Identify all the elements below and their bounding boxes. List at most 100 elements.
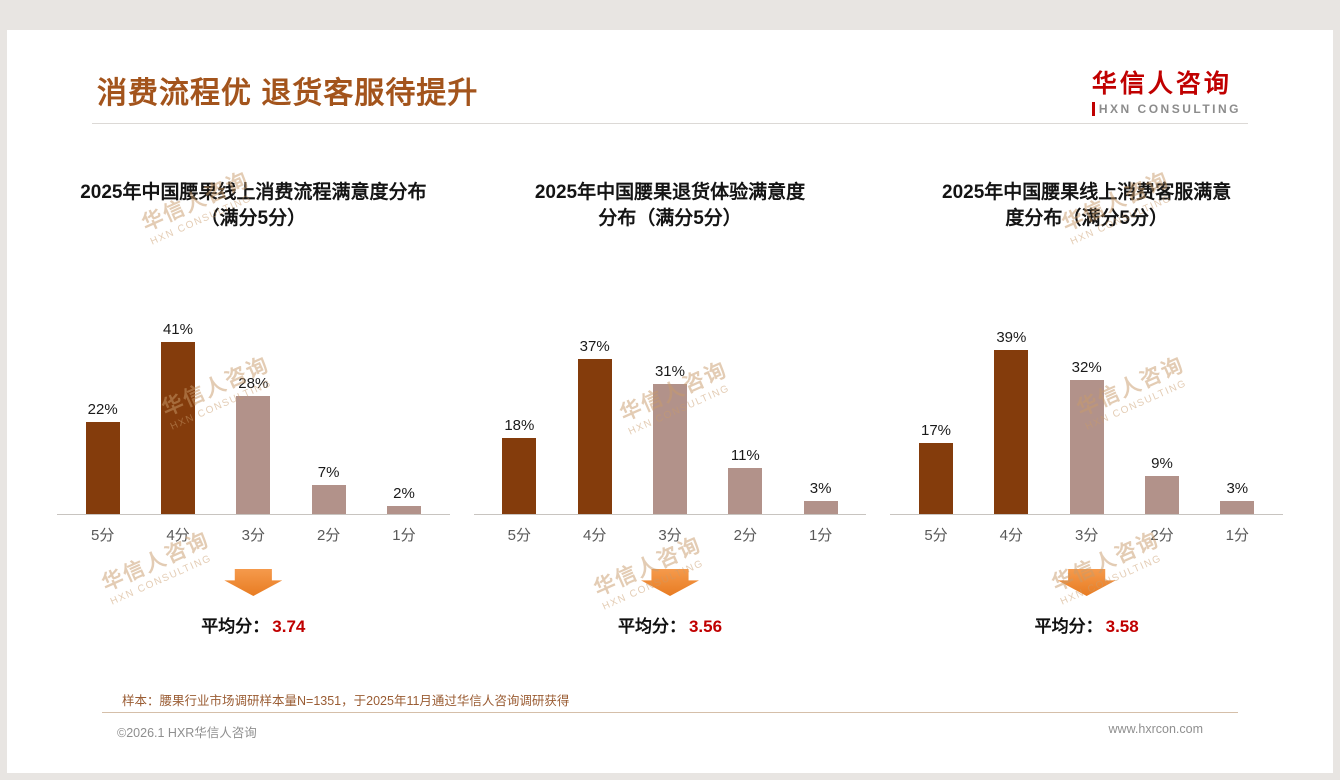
x-axis-label: 2分 xyxy=(733,527,757,544)
x-axis-label: 2分 xyxy=(316,527,341,544)
bar-value-label: 22% xyxy=(87,400,118,418)
x-axis-label: 3分 xyxy=(241,527,265,544)
chart-column-service: 2025年中国腰果线上消费客服满意 度分布（满分5分） 17% 39% 32% 9% 3… xyxy=(890,180,1284,637)
average-value: 3.74 xyxy=(272,617,306,636)
average-score: 平均分： 3.74 xyxy=(57,612,450,637)
x-axis-label: 3分 xyxy=(1074,527,1099,544)
bar xyxy=(919,442,953,514)
x-axis-label: 4分 xyxy=(582,527,607,544)
bar-value-label: 28% xyxy=(238,375,269,393)
bar-group: 7% xyxy=(300,464,358,514)
x-axis: 5分 4分 3分 2分 1分 xyxy=(57,524,450,545)
x-axis: 5分 4分 3分 2分 1分 xyxy=(474,524,867,545)
bar-value-label: 9% xyxy=(1151,455,1173,473)
footer-divider xyxy=(102,712,1238,713)
x-axis-label: 5分 xyxy=(507,527,531,544)
bar-value-label: 31% xyxy=(654,362,685,380)
bar-value-label: 37% xyxy=(579,337,610,355)
website-url: www.hxrcon.com xyxy=(1108,722,1203,736)
bar-chart: 22% 41% 28% 7% 2% xyxy=(57,314,450,515)
bar-value-label: 32% xyxy=(1071,358,1102,376)
bar-group: 2% xyxy=(375,485,433,514)
bar-group: 22% xyxy=(74,401,132,514)
logo-en-text: HXN CONSULTING xyxy=(1091,102,1241,116)
x-axis-label: 5分 xyxy=(90,527,115,544)
bar-group: 39% xyxy=(982,329,1040,514)
x-axis-label: 1分 xyxy=(1225,527,1249,544)
x-axis-label: 2分 xyxy=(1150,527,1174,544)
bar-value-label: 17% xyxy=(920,421,952,439)
average-value: 3.58 xyxy=(1105,617,1139,636)
slide: 消费流程优 退货客服待提升 华信人咨询 HXN CONSULTING 2025年… xyxy=(7,30,1333,773)
bar-group: 41% xyxy=(149,321,207,514)
average-score: 平均分： 3.58 xyxy=(890,612,1283,637)
chart-title-line1: 2025年中国腰果退货体验满意度 xyxy=(534,182,806,203)
down-arrow-icon xyxy=(1057,569,1116,596)
page-title: 消费流程优 退货客服待提升 xyxy=(97,77,479,110)
bar xyxy=(1220,501,1255,514)
sample-footnote: 样本：腰果行业市场调研样本量N=1351，于2025年11月通过华信人咨询调研获… xyxy=(122,694,570,708)
bar xyxy=(386,505,421,514)
bar xyxy=(652,383,687,514)
bar xyxy=(85,421,120,514)
bar xyxy=(236,396,271,514)
x-axis-label: 4分 xyxy=(166,527,190,544)
chart-title: 2025年中国腰果线上消费流程满意度分布 （满分5分） xyxy=(57,180,450,244)
bar-chart: 18% 37% 31% 11% 3% xyxy=(473,314,867,515)
x-axis-label: 3分 xyxy=(658,527,682,544)
average-value: 3.56 xyxy=(688,617,723,636)
charts-row: 2025年中国腰果线上消费流程满意度分布 （满分5分） 22% 41% 28% 7% 2… xyxy=(57,180,1284,637)
bar-group: 3% xyxy=(1208,480,1266,514)
x-axis: 5分 4分 3分 2分 1分 xyxy=(890,524,1283,545)
bar-group: 11% xyxy=(716,447,774,514)
company-logo: 华信人咨询 HXN CONSULTING xyxy=(1091,64,1241,116)
bar-group: 9% xyxy=(1133,455,1191,514)
bar-value-label: 2% xyxy=(393,484,415,502)
bar-value-label: 39% xyxy=(996,329,1027,347)
average-label: 平均分： xyxy=(1034,617,1103,636)
bar-chart: 17% 39% 32% 9% 3% xyxy=(890,314,1284,515)
bar-value-label: 18% xyxy=(504,417,535,435)
bar-group: 3% xyxy=(792,480,850,514)
average-score: 平均分： 3.56 xyxy=(474,612,867,637)
bar xyxy=(577,358,612,514)
bar-value-label: 11% xyxy=(730,446,760,464)
logo-cn-text: 华信人咨询 xyxy=(1091,70,1232,98)
x-axis-label: 5分 xyxy=(924,527,948,544)
bar xyxy=(803,501,838,514)
bar-group: 31% xyxy=(641,363,699,514)
bar xyxy=(728,467,763,514)
bar-group: 17% xyxy=(907,422,965,514)
chart-column-returns: 2025年中国腰果退货体验满意度 分布（满分5分） 18% 37% 31% 11% 3%… xyxy=(473,180,867,637)
bar-value-label: 3% xyxy=(809,480,832,498)
bar-group: 18% xyxy=(490,417,548,514)
bar xyxy=(311,484,346,514)
down-arrow-icon xyxy=(641,569,699,596)
header-divider xyxy=(92,123,1248,124)
chart-column-process: 2025年中国腰果线上消费流程满意度分布 （满分5分） 22% 41% 28% 7% 2… xyxy=(57,180,450,637)
bar xyxy=(994,350,1029,514)
x-axis-label: 1分 xyxy=(808,527,833,544)
bar-group: 28% xyxy=(224,375,282,514)
chart-title-line2: 分布（满分5分） xyxy=(598,207,742,229)
average-label: 平均分： xyxy=(201,617,270,636)
bar xyxy=(1144,476,1179,514)
bar-group: 37% xyxy=(566,338,624,514)
average-label: 平均分： xyxy=(617,617,686,636)
chart-title: 2025年中国腰果退货体验满意度 分布（满分5分） xyxy=(474,180,867,244)
bar-group: 32% xyxy=(1058,359,1116,514)
chart-title-line1: 2025年中国腰果线上消费客服满意 xyxy=(942,182,1232,203)
x-axis-label: 1分 xyxy=(392,527,416,544)
chart-title-line2: （满分5分） xyxy=(200,207,307,229)
chart-title: 2025年中国腰果线上消费客服满意 度分布（满分5分） xyxy=(890,180,1283,244)
bar xyxy=(502,438,537,514)
footer: ©2026.1 HXR华信人咨询 www.hxrcon.com xyxy=(117,722,1203,741)
chart-title-line2: 度分布（满分5分） xyxy=(1005,207,1168,229)
bar xyxy=(1069,379,1104,514)
x-axis-label: 4分 xyxy=(999,527,1023,544)
bar-value-label: 41% xyxy=(162,320,193,338)
chart-title-line1: 2025年中国腰果线上消费流程满意度分布 xyxy=(80,182,427,203)
bar xyxy=(160,341,195,514)
down-arrow-icon xyxy=(224,569,283,596)
bar-value-label: 7% xyxy=(317,463,340,481)
